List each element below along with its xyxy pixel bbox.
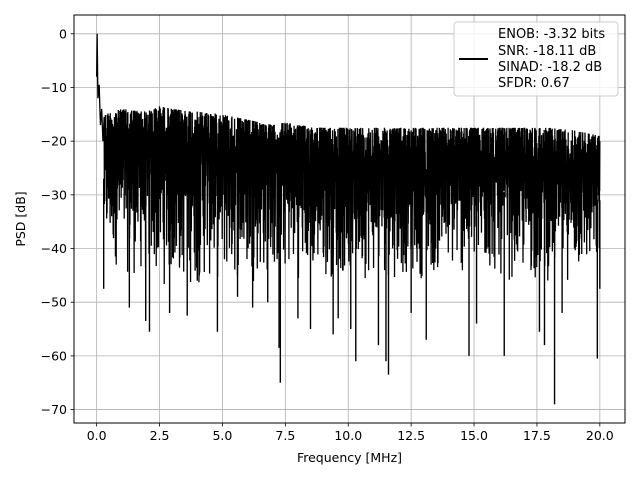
y-tick-label: −30 <box>41 187 67 202</box>
x-tick-label: 20.0 <box>586 428 614 443</box>
y-tick-label: −10 <box>41 80 67 95</box>
x-tick-label: 10.0 <box>334 428 362 443</box>
x-tick-label: 17.5 <box>523 428 551 443</box>
legend-box <box>453 21 619 97</box>
legend-snr: SNR: -18.11 dB <box>498 44 596 59</box>
series-layer <box>95 33 601 405</box>
psd-trace <box>95 33 601 285</box>
legend-enob: ENOB: -3.32 bits <box>498 27 605 42</box>
y-tick-label: −50 <box>41 295 67 310</box>
x-tick-label: 15.0 <box>460 428 488 443</box>
legend-sinad: SINAD: -18.2 dB <box>498 60 602 75</box>
ticks-layer: 0.0 2.5 5.0 7.5 10.0 12.5 15.0 17.5 20.0 0 −10 −20 −… <box>41 26 614 443</box>
plot-frame <box>73 14 626 424</box>
x-tick-label: 7.5 <box>275 428 295 443</box>
x-tick-label: 0.0 <box>87 428 107 443</box>
legend: ENOB: -3.32 bits SNR: -18.11 dB SINAD: -… <box>453 21 619 97</box>
x-tick-label: 5.0 <box>212 428 232 443</box>
x-axis-label: Frequency [MHz] <box>297 450 402 465</box>
x-tick-label: 12.5 <box>397 428 425 443</box>
x-tick-label: 2.5 <box>150 428 170 443</box>
y-tick-label: 0 <box>59 26 67 41</box>
y-tick-label: −70 <box>41 402 67 417</box>
y-tick-label: −40 <box>41 241 67 256</box>
y-tick-label: −60 <box>41 348 67 363</box>
y-axis-label: PSD [dB] <box>13 191 28 246</box>
legend-sfdr: SFDR: 0.67 <box>498 76 570 91</box>
y-tick-label: −20 <box>41 134 67 149</box>
